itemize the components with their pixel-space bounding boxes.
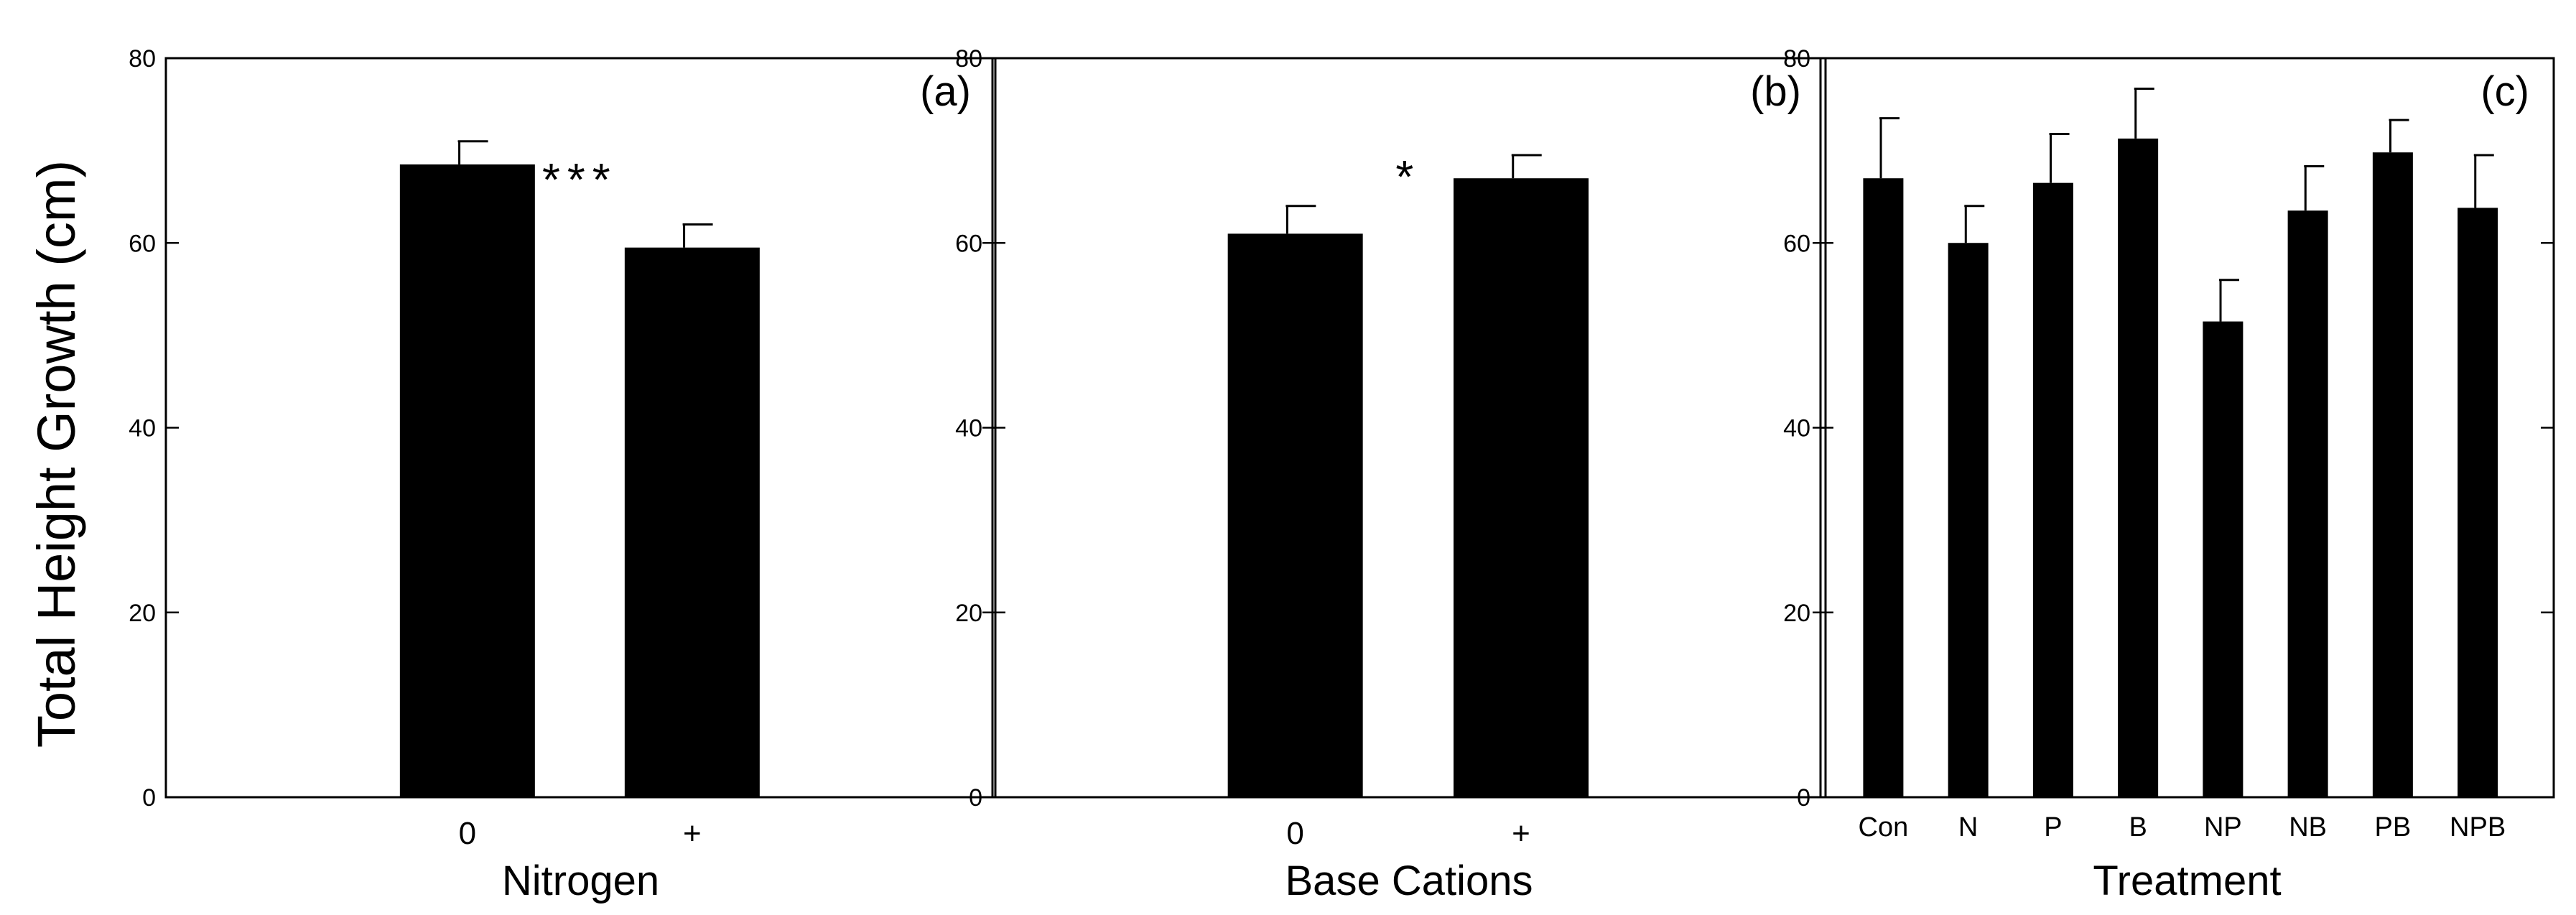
y-tick-label-c-3: 60 [1783,230,1810,257]
y-tick-label-b-3: 60 [955,230,982,257]
y-tick-label-c-1: 20 [1783,600,1810,627]
bar-c-4 [2203,321,2243,797]
x-axis-label-b: Base Cations [1285,858,1533,904]
bar-c-1 [1948,243,1989,797]
panel-label-a: (a) [920,68,971,115]
x-tick-label-a-0: 0 [459,816,476,851]
x-tick-label-b-0: 0 [1286,816,1303,851]
bar-c-6 [2372,152,2413,797]
bar-b-0 [1227,233,1363,797]
y-tick-label-c-4: 80 [1783,45,1810,73]
x-tick-label-c-5: NB [2289,812,2327,842]
x-tick-label-c-3: B [2129,812,2147,842]
y-tick-label-a-0: 0 [142,784,156,812]
y-tick-label-a-4: 80 [129,45,156,73]
significance-marker-b: * [1395,151,1420,203]
panel-label-c: (c) [2480,68,2529,115]
y-tick-label-c-2: 40 [1783,415,1810,442]
panel-label-b: (b) [1750,68,1801,115]
y-tick-label-b-1: 20 [955,600,982,627]
y-axis-label: Total Height Growth (cm) [27,160,86,748]
y-tick-label-b-4: 80 [955,45,982,73]
x-axis-label-c: Treatment [2093,858,2281,904]
x-tick-label-a-1: + [683,816,702,851]
bar-c-0 [1863,178,1904,797]
y-tick-label-a-3: 60 [129,230,156,257]
y-tick-label-b-2: 40 [955,415,982,442]
bar-c-5 [2287,210,2328,797]
x-axis-label-a: Nitrogen [502,858,659,904]
significance-marker-a: *** [542,154,618,205]
bar-c-7 [2458,208,2498,797]
bar-a-0 [399,164,535,797]
x-tick-label-b-1: + [1512,816,1530,851]
x-tick-label-c-2: P [2044,812,2062,842]
bar-a-1 [624,247,760,797]
x-tick-label-c-7: NPB [2450,812,2506,842]
y-tick-label-a-1: 20 [129,600,156,627]
x-tick-label-c-0: Con [1859,812,1909,842]
x-tick-label-c-1: N [1958,812,1978,842]
bar-c-2 [2032,182,2073,798]
x-tick-label-c-6: PB [2375,812,2412,842]
y-tick-label-b-0: 0 [969,784,982,812]
plot-frame-c [1819,57,2555,799]
bar-b-1 [1454,178,1589,797]
bar-c-3 [2118,138,2159,797]
x-tick-label-c-4: NP [2204,812,2242,842]
y-tick-label-a-2: 40 [129,415,156,442]
y-tick-label-c-0: 0 [1797,784,1810,812]
